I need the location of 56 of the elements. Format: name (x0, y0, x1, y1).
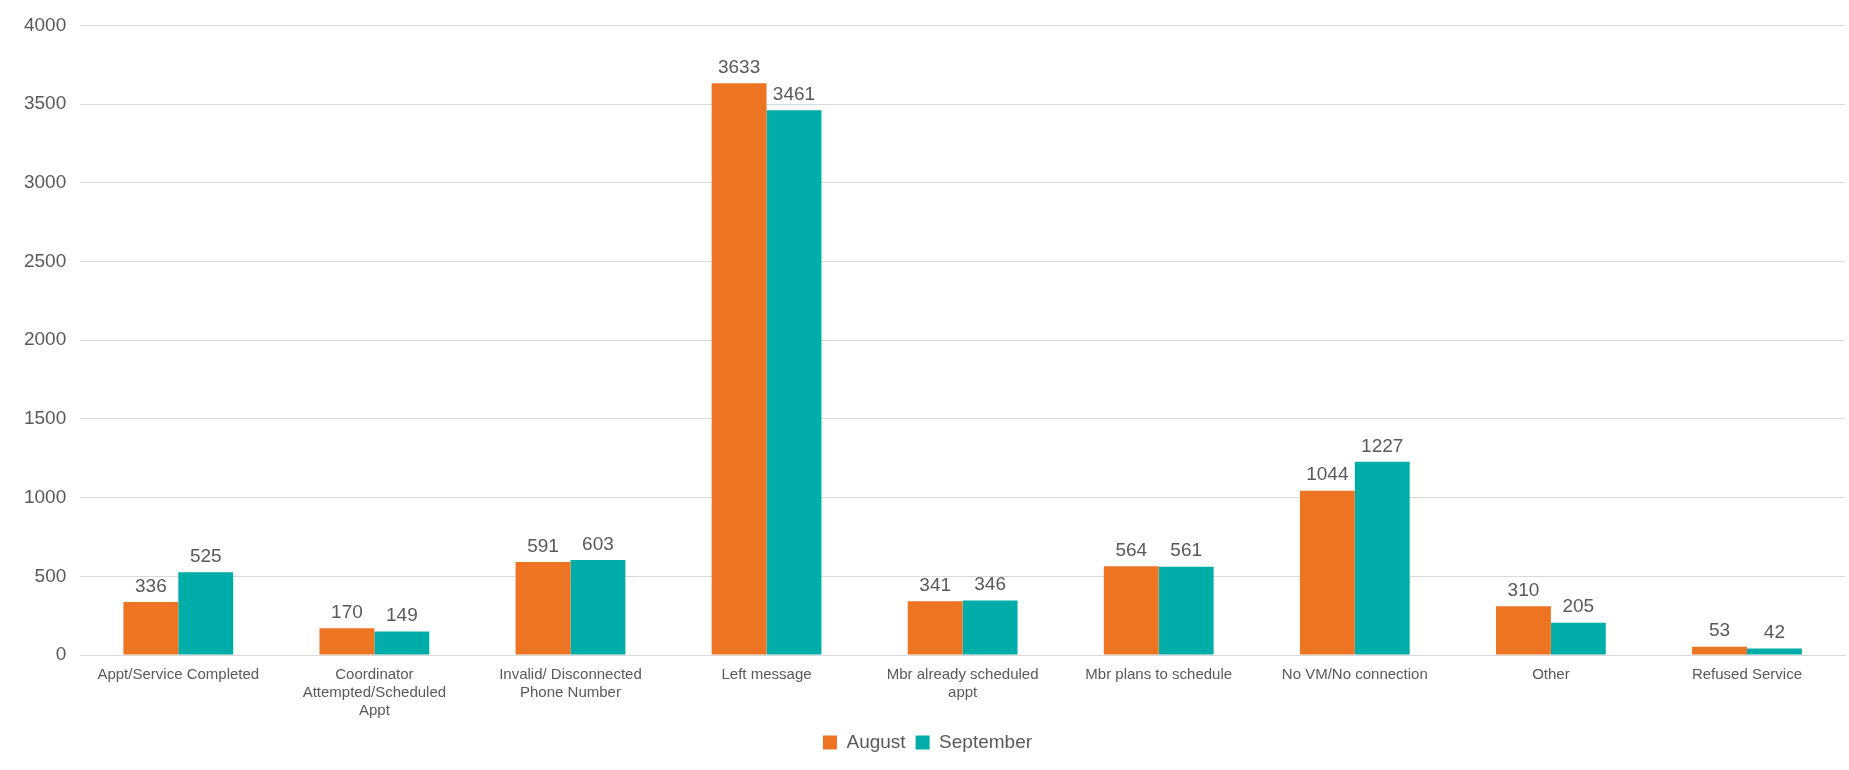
bar (1354, 461, 1410, 655)
x-tick-label: Coordinator Attempted/Scheduled Appt (302, 665, 447, 719)
y-tick-label: 500 (34, 564, 67, 586)
data-label: 1227 (1361, 434, 1404, 456)
data-label: 42 (1763, 621, 1785, 643)
y-tick-label: 2000 (23, 328, 67, 350)
data-label: 591 (527, 534, 559, 556)
y-tick-label: 0 (55, 643, 67, 665)
data-label: 603 (582, 532, 614, 554)
data-label: 1044 (1306, 463, 1349, 485)
data-label: 564 (1115, 538, 1148, 560)
bar (178, 572, 234, 655)
bar (766, 110, 822, 655)
bar (1692, 646, 1747, 655)
data-label: 170 (331, 600, 363, 622)
y-tick-label: 2500 (23, 249, 67, 271)
bar (1746, 648, 1802, 655)
legend-label: September (939, 730, 1033, 752)
data-label: 341 (919, 574, 952, 596)
x-tick-label: Refused Service (1691, 665, 1802, 683)
data-label: 525 (189, 545, 222, 567)
bar (570, 560, 626, 655)
data-label: 205 (1562, 595, 1595, 617)
bar (1158, 566, 1214, 655)
x-tick-label: Mbr plans to schedule (1085, 665, 1233, 683)
y-tick-label: 3500 (23, 92, 67, 114)
data-label: 53 (1708, 619, 1731, 641)
y-tick-label: 1500 (23, 407, 67, 429)
data-label: 561 (1170, 539, 1203, 561)
x-tick-label: Left message (721, 665, 812, 683)
legend-label: August (846, 730, 907, 752)
x-tick-label: Invalid/ Disconnected Phone Number (499, 665, 642, 701)
data-label: 149 (385, 604, 418, 626)
x-tick-label: Mbr already scheduled appt (886, 665, 1039, 701)
bar (1495, 606, 1551, 655)
bar (1550, 622, 1606, 655)
bar (515, 561, 571, 655)
data-label: 346 (974, 573, 1006, 595)
bar (123, 602, 179, 655)
x-tick-label: No VM/No connection (1281, 665, 1428, 683)
bar (907, 601, 963, 655)
data-label: 310 (1507, 578, 1540, 600)
data-label: 3461 (772, 82, 816, 104)
x-tick-label: Appt/Service Completed (97, 665, 260, 683)
bar (1103, 566, 1159, 655)
bar (319, 628, 375, 655)
data-label: 336 (135, 574, 167, 596)
x-tick-label: Other (1532, 665, 1570, 683)
bar (962, 600, 1018, 655)
bar (374, 631, 430, 655)
data-label: 3633 (717, 55, 761, 77)
y-tick-label: 1000 (23, 485, 67, 507)
bar (1299, 490, 1355, 655)
bar (711, 83, 767, 655)
y-tick-label: 4000 (23, 13, 67, 35)
y-tick-label: 3000 (23, 171, 67, 193)
